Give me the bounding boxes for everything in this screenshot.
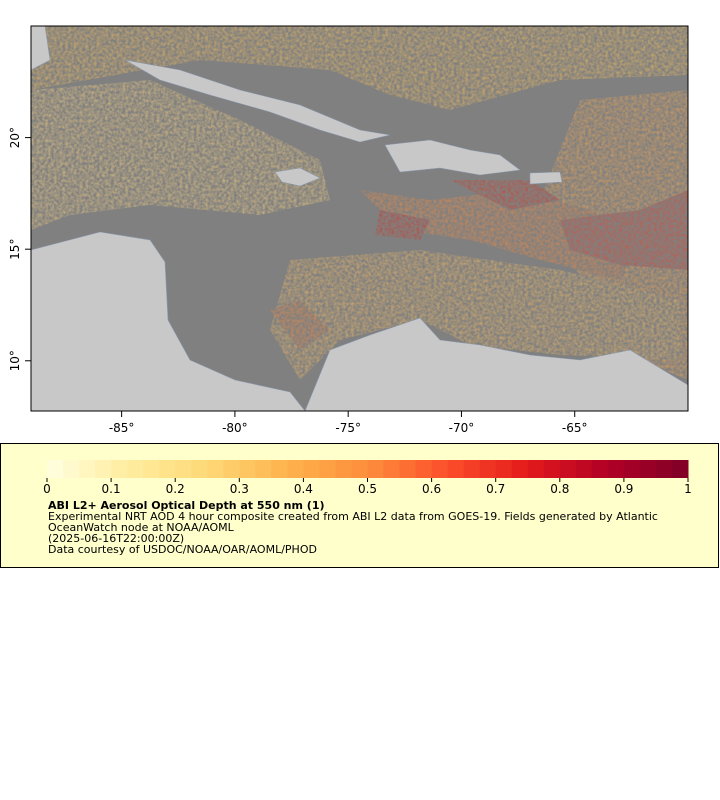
aerosol-region [270,250,680,380]
colorbar-swatch [431,460,449,478]
legend-line: (2025-06-16T22:00:00Z) [48,532,185,545]
cuba [124,59,391,143]
aerosol-region [360,190,640,280]
legend-title: ABI L2+ Aerosol Optical Depth at 550 nm … [48,499,325,512]
colorbar-tick-label: 1 [684,482,692,496]
aerosol-region [31,80,330,230]
x-tick-label: -80° [222,421,248,435]
colorbar-swatch [607,460,625,478]
x-tick-label: -70° [449,421,475,435]
florida [31,26,51,71]
aerosol-field [31,26,688,380]
colorbar-tick-label: 0 [43,482,51,496]
colorbar-swatch [47,460,64,478]
colorbar-tick-label: 0.4 [294,482,313,496]
colorbar-swatch [175,460,192,478]
colorbar-swatch [447,460,465,478]
colorbar-swatch [543,460,561,478]
colorbar-tick-label: 0.9 [614,482,633,496]
aerosol-region [270,300,330,350]
colorbar-tick-label: 0.8 [550,482,569,496]
x-tick-label: -85° [109,421,135,435]
colorbar-swatch [255,460,272,478]
colorbar-swatch [159,460,176,478]
aerosol-region [560,190,688,270]
hispaniola [384,139,521,176]
colorbar-swatch [623,460,641,478]
legend-text: ABI L2+ Aerosol Optical Depth at 550 nm … [48,500,708,555]
y-tick-label: 15° [8,239,22,260]
legend-line: Data courtesy of USDOC/NOAA/OAR/AOML/PHO… [48,543,317,556]
colorbar-swatch [479,460,497,478]
colorbar-tick-label: 0.2 [166,482,185,496]
colorbar-swatch [383,460,401,478]
colorbar-swatch [191,460,208,478]
y-tick-label: 20° [8,127,22,148]
colorbar-swatch [223,460,240,478]
legend-line: Experimental NRT AOD 4 hour composite cr… [48,510,658,534]
colorbar-swatch [591,460,609,478]
x-tick-label: -75° [335,421,361,435]
colorbar-swatch [511,460,529,478]
colorbar-swatch [127,460,144,478]
aerosol-region [31,26,688,110]
colorbar-tick-label: 0.3 [230,482,249,496]
colorbar-swatch [639,460,657,478]
colorbar-swatch [319,460,336,478]
colorbar-swatch [63,460,80,478]
colorbar-swatch [143,460,160,478]
colorbar-swatch [415,460,433,478]
colorbar-swatch [671,460,689,478]
colorbar-swatch [351,460,368,478]
colorbar-swatch [495,460,513,478]
aerosol-region [450,180,560,210]
map-figure: -85° -80° -75° -70° -65° 10° 15° 20° [8,25,689,435]
map-frame [30,25,689,412]
colorbar-swatch [287,460,304,478]
land [31,26,688,411]
colorbar-swatch [655,460,673,478]
colorbar-swatch [95,460,112,478]
colorbar-swatch [79,460,96,478]
colorbar-tick-label: 0.6 [422,482,441,496]
map-area [31,26,688,411]
colorbar-swatch [527,460,545,478]
south-america [304,317,688,411]
colorbar-tick-label: 0.1 [102,482,121,496]
colorbar-swatch [559,460,577,478]
colorbar-swatch [399,460,417,478]
colorbar-tick-label: 0.5 [358,482,377,496]
colorbar-swatch [111,460,128,478]
legend-panel: 0 0.1 0.2 0.3 0.4 0.5 0.6 0.7 0.8 0.9 1 [0,443,719,568]
colorbar-swatch [463,460,481,478]
central-america [31,231,306,411]
colorbar-swatch [367,460,385,478]
colorbar-swatch [335,460,352,478]
colorbar-swatch [271,460,288,478]
puerto-rico [529,171,563,185]
colorbar-swatch [207,460,224,478]
y-tick-label: 10° [8,350,22,371]
colorbar-tick-label: 0.7 [486,482,505,496]
jamaica [274,167,321,187]
colorbar-swatch [239,460,256,478]
x-tick-label: -65° [562,421,588,435]
aerosol-region [375,210,430,240]
colorbar-swatch [575,460,593,478]
colorbar-swatch [303,460,320,478]
